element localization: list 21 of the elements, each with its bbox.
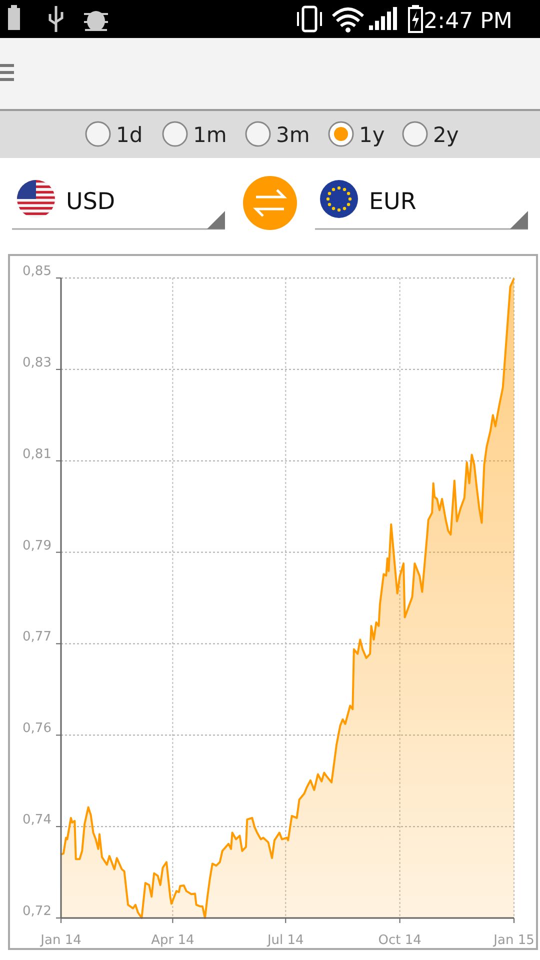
x-tick-label: Apr 14 [151,933,194,948]
text: 1d [116,123,143,147]
x-tick-label: Oct 14 [378,933,422,948]
y-tick-label: 0,85 [22,264,52,279]
y-tick-label: 0,77 [22,630,52,645]
text: 2y [433,123,459,147]
y-tick-label: 0,79 [22,538,52,554]
text: 2:47 PM [424,9,512,34]
text: EUR [369,189,416,215]
text: 3m [276,123,310,147]
text: 1m [193,123,227,147]
x-tick-label: Jul 14 [266,933,304,948]
x-tick-label: Jan 15 [492,933,534,948]
y-tick-label: 0,81 [22,446,52,462]
x-tick-label: Jan 14 [40,933,82,948]
y-tick-label: 0,74 [22,812,52,828]
text: 1y [359,123,385,147]
y-tick-label: 0,76 [22,721,52,736]
y-tick-label: 0,72 [22,904,52,919]
y-tick-label: 0,83 [22,355,52,370]
text: USD [66,189,116,215]
